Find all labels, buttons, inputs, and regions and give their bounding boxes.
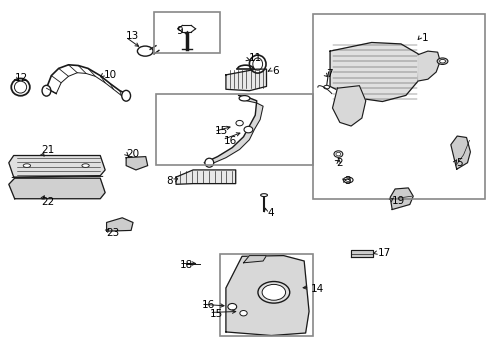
Ellipse shape (23, 164, 30, 167)
Ellipse shape (239, 96, 249, 101)
Ellipse shape (260, 194, 267, 197)
Ellipse shape (81, 164, 89, 167)
Ellipse shape (249, 55, 265, 73)
Bar (155, 94, 312, 165)
Polygon shape (450, 136, 469, 169)
Ellipse shape (335, 152, 340, 156)
Ellipse shape (42, 85, 51, 96)
Text: 23: 23 (106, 228, 120, 238)
Text: 14: 14 (310, 284, 323, 294)
Text: 22: 22 (41, 197, 55, 207)
Text: 6: 6 (271, 66, 278, 76)
Polygon shape (389, 188, 412, 210)
Ellipse shape (345, 179, 350, 181)
Ellipse shape (258, 282, 289, 303)
Ellipse shape (137, 46, 153, 56)
Bar (154, 12, 220, 53)
Polygon shape (350, 250, 372, 257)
Bar (220, 254, 312, 336)
Polygon shape (9, 156, 105, 177)
Ellipse shape (227, 303, 236, 310)
Text: 13: 13 (126, 31, 139, 41)
Text: 8: 8 (166, 176, 173, 186)
Text: 16: 16 (202, 300, 215, 310)
Ellipse shape (343, 177, 352, 183)
Polygon shape (332, 86, 365, 126)
Ellipse shape (239, 310, 246, 316)
Polygon shape (176, 170, 235, 184)
Text: 21: 21 (41, 145, 55, 156)
Text: 7: 7 (325, 69, 332, 79)
Bar (312, 14, 484, 199)
Ellipse shape (244, 126, 252, 133)
Ellipse shape (204, 158, 213, 167)
Text: 15: 15 (210, 309, 223, 319)
Ellipse shape (323, 85, 329, 89)
Ellipse shape (439, 59, 445, 63)
Polygon shape (225, 256, 308, 336)
Text: 9: 9 (176, 26, 183, 36)
Polygon shape (9, 178, 105, 199)
Text: 20: 20 (126, 149, 139, 159)
Ellipse shape (122, 90, 130, 101)
Polygon shape (329, 42, 419, 102)
Text: 3: 3 (343, 176, 350, 186)
Text: 16: 16 (223, 136, 236, 146)
Polygon shape (243, 256, 266, 263)
Polygon shape (417, 51, 439, 81)
Text: 2: 2 (335, 158, 342, 168)
Text: 18: 18 (180, 260, 193, 270)
Polygon shape (204, 95, 263, 163)
Text: 4: 4 (266, 208, 273, 218)
Ellipse shape (235, 121, 243, 126)
Text: 17: 17 (377, 248, 390, 258)
Ellipse shape (436, 58, 447, 64)
Ellipse shape (262, 284, 285, 300)
Text: 19: 19 (391, 196, 405, 206)
Polygon shape (225, 69, 266, 91)
Ellipse shape (252, 58, 262, 70)
Text: 1: 1 (421, 33, 427, 43)
Text: 5: 5 (455, 158, 462, 168)
Ellipse shape (333, 151, 342, 157)
Text: 10: 10 (104, 70, 117, 80)
Text: 11: 11 (248, 53, 261, 63)
Polygon shape (126, 157, 147, 170)
Text: 12: 12 (15, 73, 28, 84)
Text: 15: 15 (215, 126, 228, 136)
Polygon shape (106, 218, 133, 231)
